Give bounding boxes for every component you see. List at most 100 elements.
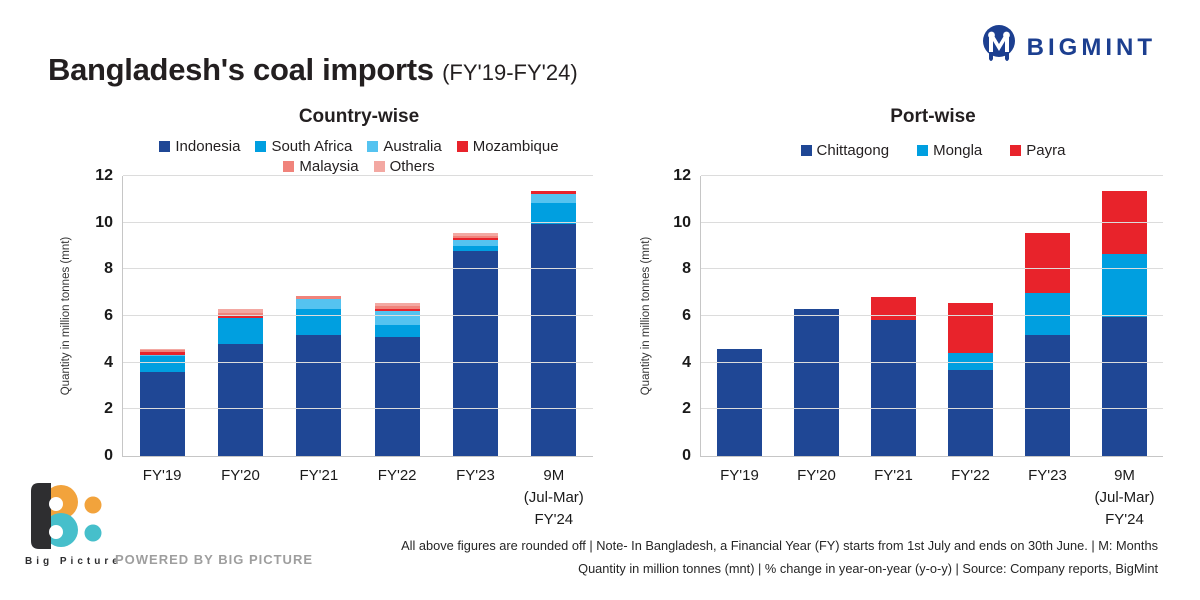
bar-segment-chittagong: [1025, 334, 1070, 456]
gridline: [701, 175, 1163, 176]
bar-slot: FY'23: [1009, 176, 1086, 484]
legend-swatch-icon: [255, 141, 267, 152]
bar-segment-australia: [374, 311, 420, 326]
stacked-bar: [531, 176, 577, 456]
x-axis-label: FY'22: [377, 467, 417, 484]
gridline: [123, 268, 593, 270]
legend-item-malaysia: Malaysia: [283, 158, 359, 175]
legend-swatch-icon: [1010, 145, 1022, 156]
bar-segment-payra: [1102, 191, 1147, 255]
bar-segment-chittagong: [871, 319, 916, 456]
bar-segment-mozambique: [452, 237, 498, 241]
legend-item-chittagong: Chittagong: [800, 142, 889, 159]
y-tick-label: 0: [104, 447, 113, 464]
bar-segment-others: [374, 303, 420, 306]
bar-segment-mongla: [1102, 254, 1147, 318]
x-axis-label: FY'23: [456, 467, 495, 484]
gridline: [701, 361, 1163, 363]
y-axis-title: Quantity in million tonnes (mnt): [60, 236, 72, 396]
chart-title: Country-wise: [298, 106, 420, 127]
legend-label: Indonesia: [175, 138, 241, 155]
x-axis-label: FY'22: [951, 467, 990, 484]
y-tick-label: 2: [104, 400, 113, 418]
x-axis-label: FY'19: [142, 467, 182, 484]
stacked-bar: [794, 176, 839, 456]
stacked-bar: [948, 176, 993, 456]
page-title: Bangladesh's coal imports (FY'19-FY'24): [48, 52, 578, 88]
big-picture-logo: Big Picture: [25, 483, 225, 567]
legend-swatch-icon: [800, 145, 812, 156]
bar-slot: FY'23: [436, 176, 514, 484]
legend-item-mozambique: Mozambique: [456, 138, 559, 155]
stacked-bar: [1102, 176, 1147, 456]
bar-segment-mongla: [1025, 292, 1070, 335]
x-axis-label: 9M (Jul-Mar) FY'24: [523, 467, 584, 528]
y-tick-label: 4: [682, 353, 691, 371]
y-tick-label: 4: [104, 353, 113, 371]
bar-segment-australia: [139, 354, 185, 356]
bar-segment-chittagong: [1102, 317, 1147, 456]
plot-area: FY'19 FY'20 FY'21 FY'22 FY'23 9M (Jul-Mar) FY…: [95, 168, 593, 528]
legend-swatch-icon: [367, 141, 379, 152]
gridline: [123, 221, 593, 223]
stacked-bar: [452, 176, 498, 456]
legend-label: South Africa: [271, 138, 353, 155]
legend-item-indonesia: Indonesia: [159, 138, 240, 155]
bigmint-wordmark: BIGMINT: [1026, 33, 1156, 61]
chart-title: Port-wise: [890, 106, 976, 127]
x-axis-label: FY'20: [221, 467, 260, 484]
stacked-bar: [871, 176, 916, 456]
gridline: [123, 361, 593, 363]
bar-segment-chittagong: [948, 369, 993, 456]
bar-slot: FY'22: [932, 176, 1009, 484]
bar-segment-malaysia: [452, 235, 498, 238]
bar-slot: FY'22: [358, 176, 436, 484]
gridline: [701, 268, 1163, 270]
y-tick-label: 6: [682, 307, 691, 324]
stacked-bar: [374, 176, 420, 456]
x-axis-label: FY'19: [720, 467, 759, 484]
legend-swatch-icon: [159, 141, 171, 152]
bar-segment-mozambique: [374, 309, 420, 312]
legend-swatch-icon: [283, 161, 295, 172]
bar-segment-south-africa: [139, 355, 185, 372]
stacked-bar: [1025, 176, 1070, 456]
chart-legend: Indonesia South Africa Australia Mozambique…: [68, 138, 584, 175]
big-picture-icon: [25, 483, 115, 553]
chart-legend: Chittagong Mongla Payra: [630, 142, 1170, 159]
legend-item-mongla: Mongla: [917, 142, 982, 159]
bigmint-logo: BIGMINT: [980, 24, 1156, 71]
x-axis-label: FY'21: [299, 467, 339, 484]
legend-item-payra: Payra: [1010, 142, 1065, 159]
bar-segment-indonesia: [531, 223, 577, 456]
stacked-bar: [139, 176, 185, 456]
x-axis-label: 9M (Jul-Mar) FY'24: [1094, 467, 1155, 528]
powered-by-text: POWERED BY BIG PICTURE: [115, 552, 314, 567]
gridline: [123, 175, 593, 176]
gridline: [123, 315, 593, 316]
y-tick-label: 0: [682, 447, 691, 464]
legend-swatch-icon: [456, 141, 468, 152]
legend-label: Malaysia: [299, 158, 359, 175]
bar-slot: FY'19: [701, 176, 778, 484]
bar-segment-south-africa: [531, 202, 577, 224]
bar-slot: FY'19: [123, 176, 201, 484]
plot-area: FY'19 FY'20 FY'21 FY'22 FY'23 9M (Jul-Mar) FY…: [673, 168, 1163, 528]
bar-segment-mongla: [948, 353, 993, 370]
legend-label: Mozambique: [472, 138, 559, 155]
x-axis-label: FY'21: [874, 467, 913, 484]
bar-segment-indonesia: [374, 337, 420, 456]
x-axis-label: FY'23: [1028, 467, 1067, 484]
bar-slot: FY'20: [201, 176, 279, 484]
y-tick-label: 6: [104, 307, 113, 324]
page-title-text: Bangladesh's coal imports: [48, 52, 434, 87]
stacked-bar: [296, 176, 342, 456]
y-tick-label: 2: [682, 400, 691, 418]
bar-segment-malaysia: [139, 349, 185, 353]
bar-segment-south-africa: [452, 246, 498, 251]
bar-segment-chittagong: [794, 309, 839, 456]
bar-segment-indonesia: [139, 372, 185, 456]
x-axis-label: FY'20: [797, 467, 836, 484]
footnote-line-1: All above figures are rounded off | Note…: [401, 538, 1158, 554]
